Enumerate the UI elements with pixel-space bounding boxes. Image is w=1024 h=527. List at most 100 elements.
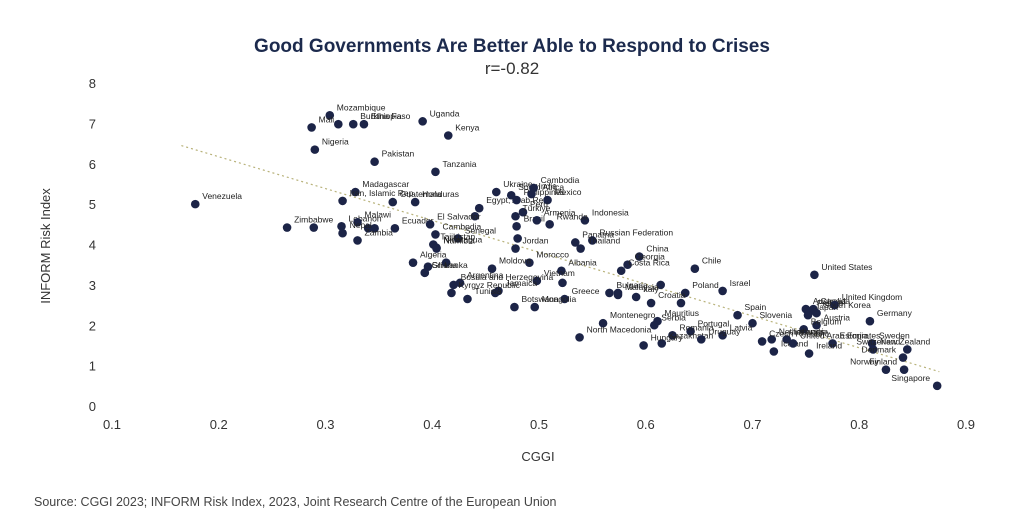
data-point [353,217,362,227]
data-point [390,224,400,233]
data-point [432,244,441,253]
point-label: Türkiye [523,203,551,213]
point-label: Lithuania [794,326,829,336]
point-label: Argentina [467,270,504,280]
data-point [363,224,373,233]
point-label: Botswana [521,294,559,304]
point-label: Uruguay [708,326,741,336]
point-label: Georgia [635,252,666,262]
x-tick-label: 0.2 [210,417,228,432]
y-axis-label: INFORM Risk Index [38,188,53,304]
point-label: Cambodia [541,175,580,185]
point-label: Madagascar [362,179,409,189]
point-label: Cambodia [442,221,481,231]
point-label: Mongolia [542,294,577,304]
point-label: Italy [643,284,659,294]
point-label: Bosnia and Herzegovina [461,272,554,282]
point-label: Guatemala [400,189,442,199]
source-note: Source: CGGI 2023; INFORM Risk Index, 20… [34,495,557,509]
x-tick-label: 0.6 [637,417,655,432]
data-point [680,288,690,298]
point-label: Vietnam [544,268,575,278]
point-label: Lebanon [349,213,382,223]
data-point [532,276,542,286]
data-point [408,258,418,267]
x-tick-label: 0.1 [103,417,121,432]
point-label: Ecuador [402,215,434,225]
data-point [803,310,813,320]
point-label: Mexico [555,187,582,197]
point-label: India [539,181,558,191]
data-point [351,187,360,197]
point-label: Moldova [499,256,531,266]
data-point [605,288,614,298]
x-axis-label: CGGI [521,449,554,464]
data-point [325,111,335,120]
data-point [512,222,521,231]
x-tick-label: 0.8 [850,417,868,432]
x-tick-label: 0.7 [743,417,761,432]
point-label: Pakistan [382,149,415,159]
point-label: Norway [850,357,880,367]
data-point [359,119,369,129]
data-point [511,211,520,221]
point-label: Rwanda [557,211,588,221]
data-point [307,123,316,132]
point-label: Finland [869,357,897,367]
data-point [543,195,552,205]
data-point [420,268,430,278]
data-point [788,339,798,348]
data-point [557,266,566,276]
data-point [282,223,292,232]
data-point [410,197,420,207]
point-label: Spain [745,302,767,312]
point-label: Kazakhstan [669,330,714,340]
data-point [810,270,819,280]
point-label: Zimbabwe [294,215,333,225]
point-label: Bulgaria [616,280,647,290]
data-point [898,353,908,362]
data-point [353,236,362,245]
data-point [337,222,346,231]
point-label: Greece [572,286,600,296]
point-label: Namibia [444,236,475,246]
point-label: Hungary [651,332,684,342]
data-point [696,335,706,344]
data-point [443,131,453,140]
data-point [631,292,641,302]
point-label: Russian Federation [599,227,673,237]
data-point [487,264,497,274]
point-label: Serbia [661,312,686,322]
point-label: Germany [877,308,913,318]
x-tick-labels: 0.1 0.2 0.3 0.4 0.5 0.6 0.7 0.8 0.9 [103,417,975,432]
point-label: Poland [692,280,719,290]
point-label: Montenegro [610,310,656,320]
data-point [463,294,472,304]
y-tick-label: 8 [89,76,96,91]
data-point [560,294,569,304]
point-label: Sri Lanka [432,260,468,270]
data-point [441,258,451,267]
data-point [588,236,597,245]
data-point [623,260,632,269]
point-label: Tajikistan [440,232,475,242]
point-label: Indonesia [592,207,629,217]
data-point [690,264,700,274]
point-label: Senegal [465,225,496,235]
point-label: Philippines [524,187,565,197]
x-tick-label: 0.4 [423,417,441,432]
data-point [718,286,727,296]
point-label: Nepal [350,220,372,230]
point-label: Thailand [588,236,621,246]
point-label: Tunisia [474,286,501,296]
data-point [309,223,319,232]
data-point [576,244,585,253]
point-label: China [646,244,668,254]
data-point [512,195,521,205]
data-point [733,310,742,320]
data-point [431,230,440,239]
point-label: Venezuela [202,191,242,201]
data-point [616,266,626,276]
data-point [757,337,767,346]
